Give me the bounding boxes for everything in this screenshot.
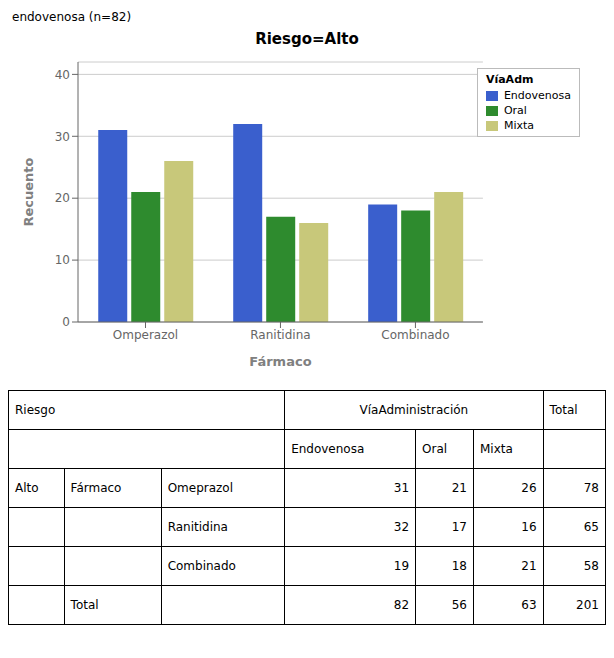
html-text:Total: Total: [549, 403, 578, 417]
html-text:endovenosa (n=82): endovenosa (n=82): [12, 10, 132, 24]
html-text:Oral: Oral: [422, 442, 448, 456]
html-text:Ranitidina: Ranitidina: [167, 520, 228, 534]
html-text:21: 21: [451, 481, 467, 495]
svg-text:40: 40: [55, 68, 70, 82]
html-text:VíaAdm: VíaAdm: [485, 73, 534, 86]
html-text:18: 18: [451, 559, 467, 573]
html-text:Fármaco: Fármaco: [70, 481, 122, 495]
svg-text:0: 0: [62, 315, 70, 329]
html-text:Omeprazol: Omeprazol: [167, 481, 233, 495]
html-text:16: 16: [521, 520, 537, 534]
html-text:26: 26: [521, 481, 537, 495]
svg-text:Fármaco: Fármaco: [249, 354, 311, 369]
html-text:17: 17: [451, 520, 467, 534]
html-text:63: 63: [521, 598, 537, 612]
html-text:58: 58: [583, 559, 599, 573]
html-text:32: 32: [393, 520, 410, 534]
html-text:Mixta: Mixta: [479, 442, 513, 456]
html-text:Endovenosa: Endovenosa: [291, 442, 365, 456]
svg-text:20: 20: [55, 191, 70, 205]
html-text:201: 201: [576, 598, 599, 612]
html-text:Oral: Oral: [503, 104, 527, 117]
html-text:Riesgo: Riesgo: [15, 403, 56, 417]
svg-text:Recuento: Recuento: [21, 157, 36, 226]
html-text:78: 78: [583, 481, 599, 495]
svg-text:Omperazol: Omperazol: [113, 328, 178, 342]
html-text:31: 31: [393, 481, 410, 495]
html-text:21: 21: [521, 559, 537, 573]
svg-text:10: 10: [55, 253, 70, 267]
html-text:Total: Total: [70, 598, 99, 612]
svg-text:Combinado: Combinado: [381, 328, 449, 342]
html-text:Endovenosa: Endovenosa: [503, 89, 571, 102]
html-text:Combinado: Combinado: [167, 559, 236, 573]
html-text:Riesgo=Alto: Riesgo=Alto: [255, 30, 359, 48]
html-text:Alto: Alto: [15, 481, 39, 495]
svg-text:30: 30: [55, 130, 70, 144]
html-text:56: 56: [451, 598, 467, 612]
html-text:19: 19: [393, 559, 410, 573]
svg-text:Ranitidina: Ranitidina: [250, 328, 310, 342]
html-text:65: 65: [583, 520, 599, 534]
html-text:VíaAdministración: VíaAdministración: [359, 403, 469, 417]
html-text:82: 82: [393, 598, 410, 612]
html-text:Mixta: Mixta: [503, 119, 534, 132]
